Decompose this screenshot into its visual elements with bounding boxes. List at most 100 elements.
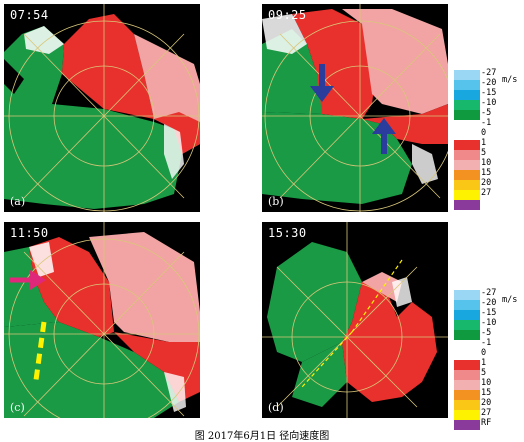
radar-panel-a: 07:54 (a) (4, 4, 200, 212)
radar-image-c (4, 222, 200, 418)
legend-swatch (454, 190, 480, 200)
legend-swatch (454, 380, 480, 390)
panel-label-b: (b) (268, 195, 284, 208)
legend-swatch (454, 340, 480, 350)
legend-swatch (454, 180, 480, 190)
legend-swatch (454, 390, 480, 400)
arrow-down-icon (310, 64, 334, 102)
legend-entry-top-1: -20 (454, 78, 524, 90)
legend-entry-top-5: -1 (454, 118, 524, 130)
legend-swatch (454, 350, 480, 360)
legend-entry-top-7: 1 (454, 138, 524, 150)
legend-entry-top-3: -10 (454, 98, 524, 110)
legend-value: 1 (481, 358, 487, 368)
panel-time-d: 15:30 (268, 226, 307, 240)
legend-entry-top-12: 27 (454, 188, 524, 200)
legend-swatch (454, 420, 480, 430)
legend-entry-top-13 (454, 200, 524, 210)
legend-swatch (454, 300, 480, 310)
legend-entry-bottom-3: -10 (454, 318, 524, 330)
legend-value: 0 (481, 128, 487, 138)
panel-time-c: 11:50 (10, 226, 49, 240)
legend-entry-bottom-7: 1 (454, 358, 524, 370)
legend-unit-bottom: m/s (502, 295, 518, 305)
legend-value: 1 (481, 138, 487, 148)
legend-value: 15 (481, 388, 492, 398)
legend-swatch (454, 100, 480, 110)
panel-label-d: (d) (268, 401, 284, 414)
legend-swatch (454, 320, 480, 330)
legend-swatch (454, 410, 480, 420)
radar-panel-b: 09:25 (b) (262, 4, 448, 212)
velocity-legend-bottom: m/s -27 -20 -15 -10 -5 -1 0 1 5 10 15 20 27 RF (454, 288, 524, 430)
legend-entry-top-4: -5 (454, 108, 524, 120)
legend-entry-bottom-12: 27 (454, 408, 524, 420)
legend-swatch (454, 400, 480, 410)
legend-entry-bottom-1: -20 (454, 298, 524, 310)
panel-time-a: 07:54 (10, 8, 49, 22)
legend-entry-bottom-8: 5 (454, 368, 524, 380)
legend-value: -20 (481, 298, 497, 308)
legend-value: -5 (481, 328, 492, 338)
legend-value: 0 (481, 348, 487, 358)
panel-label-a: (a) (10, 195, 26, 208)
panel-label-c: (c) (10, 401, 25, 414)
legend-value: 5 (481, 148, 487, 158)
legend-entry-bottom-5: -1 (454, 338, 524, 350)
legend-entry-bottom-6: 0 (454, 348, 524, 360)
legend-swatch (454, 110, 480, 120)
panel-time-b: 09:25 (268, 8, 307, 22)
front-line-lower (301, 331, 353, 388)
legend-swatch (454, 140, 480, 150)
legend-entry-top-6: 0 (454, 128, 524, 140)
legend-swatch (454, 290, 480, 300)
legend-swatch (454, 330, 480, 340)
legend-entry-bottom-4: -5 (454, 328, 524, 340)
radar-image-d (262, 222, 448, 418)
legend-value: 15 (481, 168, 492, 178)
radar-panel-c: 11:50 (c) (4, 222, 200, 418)
velocity-legend-top: m/s -27 -20 -15 -10 -5 -1 0 1 5 10 15 20 27 (454, 68, 524, 210)
legend-entry-bottom-13: RF (454, 418, 524, 430)
legend-swatch (454, 70, 480, 80)
legend-value: RF (481, 418, 492, 428)
legend-value: -10 (481, 98, 497, 108)
legend-swatch (454, 130, 480, 140)
arrow-up-icon (372, 118, 396, 154)
legend-swatch (454, 310, 480, 320)
radar-panel-d: 15:30 (d) (262, 222, 448, 418)
legend-value: -1 (481, 118, 492, 128)
legend-swatch (454, 370, 480, 380)
figure-caption: 图 2017年6月1日 径向速度图 (194, 431, 330, 442)
legend-entry-top-2: -15 (454, 88, 524, 100)
legend-value: -27 (481, 288, 497, 298)
legend-value: -27 (481, 68, 497, 78)
legend-value: 10 (481, 158, 492, 168)
legend-unit-top: m/s (502, 75, 518, 85)
legend-entry-top-10: 15 (454, 168, 524, 180)
legend-swatch (454, 80, 480, 90)
legend-swatch (454, 360, 480, 370)
legend-entry-top-9: 10 (454, 158, 524, 170)
front-line-upper (351, 259, 403, 333)
legend-entry-top-8: 5 (454, 148, 524, 160)
legend-value: 5 (481, 368, 487, 378)
legend-value: -1 (481, 338, 492, 348)
legend-value: -20 (481, 78, 497, 88)
legend-swatch (454, 200, 480, 210)
radar-image-b (262, 4, 448, 212)
legend-value: 27 (481, 188, 492, 198)
radar-image-a (4, 4, 200, 212)
legend-value: 10 (481, 378, 492, 388)
legend-entry-bottom-2: -15 (454, 308, 524, 320)
legend-entry-top-0: -27 (454, 68, 524, 80)
legend-swatch (454, 150, 480, 160)
legend-entry-bottom-10: 15 (454, 388, 524, 400)
legend-entry-bottom-0: -27 (454, 288, 524, 300)
legend-value: 20 (481, 398, 492, 408)
arrow-right-icon (10, 270, 46, 290)
legend-swatch (454, 160, 480, 170)
legend-swatch (454, 170, 480, 180)
legend-value: -10 (481, 318, 497, 328)
legend-swatch (454, 120, 480, 130)
